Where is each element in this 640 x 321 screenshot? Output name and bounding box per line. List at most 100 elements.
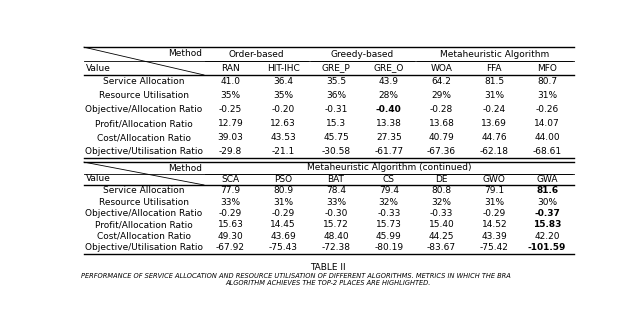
- Text: 35.5: 35.5: [326, 77, 346, 86]
- Text: 30%: 30%: [537, 198, 557, 207]
- Text: -62.18: -62.18: [480, 147, 509, 156]
- Text: 45.99: 45.99: [376, 232, 402, 241]
- Text: 49.30: 49.30: [218, 232, 243, 241]
- Text: -0.29: -0.29: [219, 209, 242, 218]
- Text: 14.45: 14.45: [270, 221, 296, 230]
- Text: CS: CS: [383, 175, 395, 184]
- Text: 42.20: 42.20: [534, 232, 560, 241]
- Text: Resource Utilisation: Resource Utilisation: [99, 91, 189, 100]
- Text: 31%: 31%: [273, 198, 293, 207]
- Text: 28%: 28%: [379, 91, 399, 100]
- Text: Profit/Allocation Ratio: Profit/Allocation Ratio: [95, 119, 193, 128]
- Text: -0.29: -0.29: [271, 209, 295, 218]
- Text: Service Allocation: Service Allocation: [103, 186, 185, 195]
- Text: 43.9: 43.9: [379, 77, 399, 86]
- Text: -0.28: -0.28: [430, 105, 453, 114]
- Text: -83.67: -83.67: [427, 243, 456, 252]
- Text: 80.7: 80.7: [537, 77, 557, 86]
- Text: -0.24: -0.24: [483, 105, 506, 114]
- Text: Objective/Utilisation Ratio: Objective/Utilisation Ratio: [85, 147, 203, 156]
- Text: 14.52: 14.52: [481, 221, 507, 230]
- Text: -72.38: -72.38: [321, 243, 351, 252]
- Text: 48.40: 48.40: [323, 232, 349, 241]
- Text: 81.6: 81.6: [536, 186, 558, 195]
- Text: ALGORITHM ACHIEVES THE TOP-2 PLACES ARE HIGHLIGHTED.: ALGORITHM ACHIEVES THE TOP-2 PLACES ARE …: [225, 280, 431, 286]
- Text: -0.40: -0.40: [376, 105, 402, 114]
- Text: 15.83: 15.83: [533, 221, 561, 230]
- Text: -80.19: -80.19: [374, 243, 403, 252]
- Text: Objective/Utilisation Ratio: Objective/Utilisation Ratio: [85, 243, 203, 252]
- Text: 35%: 35%: [220, 91, 241, 100]
- Text: Resource Utilisation: Resource Utilisation: [99, 198, 189, 207]
- Text: 44.00: 44.00: [534, 133, 560, 142]
- Text: Method: Method: [168, 164, 202, 173]
- Text: -101.59: -101.59: [528, 243, 566, 252]
- Text: 13.69: 13.69: [481, 119, 508, 128]
- Text: 81.5: 81.5: [484, 77, 504, 86]
- Text: 36.4: 36.4: [273, 77, 293, 86]
- Text: 12.79: 12.79: [218, 119, 243, 128]
- Text: Method: Method: [168, 49, 202, 58]
- Text: 41.0: 41.0: [220, 77, 241, 86]
- Text: 43.39: 43.39: [481, 232, 508, 241]
- Text: -0.20: -0.20: [271, 105, 295, 114]
- Text: 31%: 31%: [484, 91, 504, 100]
- Text: Objective/Allocation Ratio: Objective/Allocation Ratio: [85, 209, 203, 218]
- Text: PSO: PSO: [274, 175, 292, 184]
- Text: RAN: RAN: [221, 64, 240, 73]
- Text: 79.1: 79.1: [484, 186, 504, 195]
- Text: 14.07: 14.07: [534, 119, 560, 128]
- Text: -67.92: -67.92: [216, 243, 245, 252]
- Text: Cost/Allocation Ratio: Cost/Allocation Ratio: [97, 133, 191, 142]
- Text: Metaheuristic Algorithm: Metaheuristic Algorithm: [440, 50, 549, 59]
- Text: -0.33: -0.33: [377, 209, 401, 218]
- Text: DE: DE: [435, 175, 448, 184]
- Text: 32%: 32%: [379, 198, 399, 207]
- Text: HIT-IHC: HIT-IHC: [267, 64, 300, 73]
- Text: 43.69: 43.69: [270, 232, 296, 241]
- Text: Greedy-based: Greedy-based: [331, 50, 394, 59]
- Text: Profit/Allocation Ratio: Profit/Allocation Ratio: [95, 221, 193, 230]
- Text: 27.35: 27.35: [376, 133, 402, 142]
- Text: 33%: 33%: [326, 198, 346, 207]
- Text: -0.26: -0.26: [536, 105, 559, 114]
- Text: 45.75: 45.75: [323, 133, 349, 142]
- Text: 13.38: 13.38: [376, 119, 402, 128]
- Text: -0.33: -0.33: [430, 209, 453, 218]
- Text: -0.25: -0.25: [219, 105, 242, 114]
- Text: MFO: MFO: [537, 64, 557, 73]
- Text: -21.1: -21.1: [271, 147, 295, 156]
- Text: Objective/Allocation Ratio: Objective/Allocation Ratio: [85, 105, 203, 114]
- Text: 78.4: 78.4: [326, 186, 346, 195]
- Text: -67.36: -67.36: [427, 147, 456, 156]
- Text: 40.79: 40.79: [429, 133, 454, 142]
- Text: TABLE II: TABLE II: [310, 263, 346, 272]
- Text: SCA: SCA: [221, 175, 239, 184]
- Text: 33%: 33%: [220, 198, 241, 207]
- Text: -75.43: -75.43: [269, 243, 298, 252]
- Text: 39.03: 39.03: [218, 133, 243, 142]
- Text: Metaheuristic Algorithm (continued): Metaheuristic Algorithm (continued): [307, 163, 471, 172]
- Text: 35%: 35%: [273, 91, 293, 100]
- Text: -0.30: -0.30: [324, 209, 348, 218]
- Text: -30.58: -30.58: [321, 147, 351, 156]
- Text: -29.8: -29.8: [219, 147, 242, 156]
- Text: GWO: GWO: [483, 175, 506, 184]
- Text: 29%: 29%: [431, 91, 452, 100]
- Text: PERFORMANCE OF SERVICE ALLOCATION AND RESOURCE UTILISATION OF DIFFERENT ALGORITH: PERFORMANCE OF SERVICE ALLOCATION AND RE…: [81, 273, 511, 279]
- Text: GWA: GWA: [536, 175, 558, 184]
- Text: -61.77: -61.77: [374, 147, 403, 156]
- Text: 15.73: 15.73: [376, 221, 402, 230]
- Text: 80.8: 80.8: [431, 186, 452, 195]
- Text: 79.4: 79.4: [379, 186, 399, 195]
- Text: 31%: 31%: [537, 91, 557, 100]
- Text: Service Allocation: Service Allocation: [103, 77, 185, 86]
- Text: -75.42: -75.42: [480, 243, 509, 252]
- Text: -0.37: -0.37: [534, 209, 560, 218]
- Text: 15.72: 15.72: [323, 221, 349, 230]
- Text: Value: Value: [86, 174, 111, 183]
- Text: 44.76: 44.76: [481, 133, 507, 142]
- Text: Cost/Allocation Ratio: Cost/Allocation Ratio: [97, 232, 191, 241]
- Text: -0.31: -0.31: [324, 105, 348, 114]
- Text: GRE_P: GRE_P: [321, 64, 350, 73]
